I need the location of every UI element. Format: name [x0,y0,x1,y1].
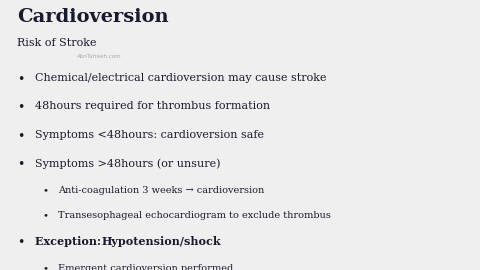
Text: Anti-coagulation 3 weeks → cardioversion: Anti-coagulation 3 weeks → cardioversion [58,186,264,195]
Text: •: • [17,73,24,86]
Text: Emergent cardioversion performed: Emergent cardioversion performed [58,264,233,270]
Text: Cardioversion: Cardioversion [17,8,169,26]
Text: Risk of Stroke: Risk of Stroke [17,38,96,48]
Text: •: • [17,130,24,143]
Text: Symptoms <48hours: cardioversion safe: Symptoms <48hours: cardioversion safe [35,130,264,140]
Text: •: • [17,101,24,114]
Text: Chemical/electrical cardioversion may cause stroke: Chemical/electrical cardioversion may ca… [35,73,327,83]
Text: Symptoms >48hours (or unsure): Symptoms >48hours (or unsure) [35,158,221,168]
Text: Hypotension/shock: Hypotension/shock [102,236,221,247]
Text: Exception:: Exception: [35,236,105,247]
Text: •: • [43,186,49,195]
Text: •: • [17,158,24,171]
Text: 48hours required for thrombus formation: 48hours required for thrombus formation [35,101,270,111]
Text: AbnTafreeh.com: AbnTafreeh.com [77,54,122,59]
Text: •: • [17,236,24,249]
Text: •: • [43,211,49,220]
Text: Transesophageal echocardiogram to exclude thrombus: Transesophageal echocardiogram to exclud… [58,211,331,220]
Text: •: • [43,264,49,270]
